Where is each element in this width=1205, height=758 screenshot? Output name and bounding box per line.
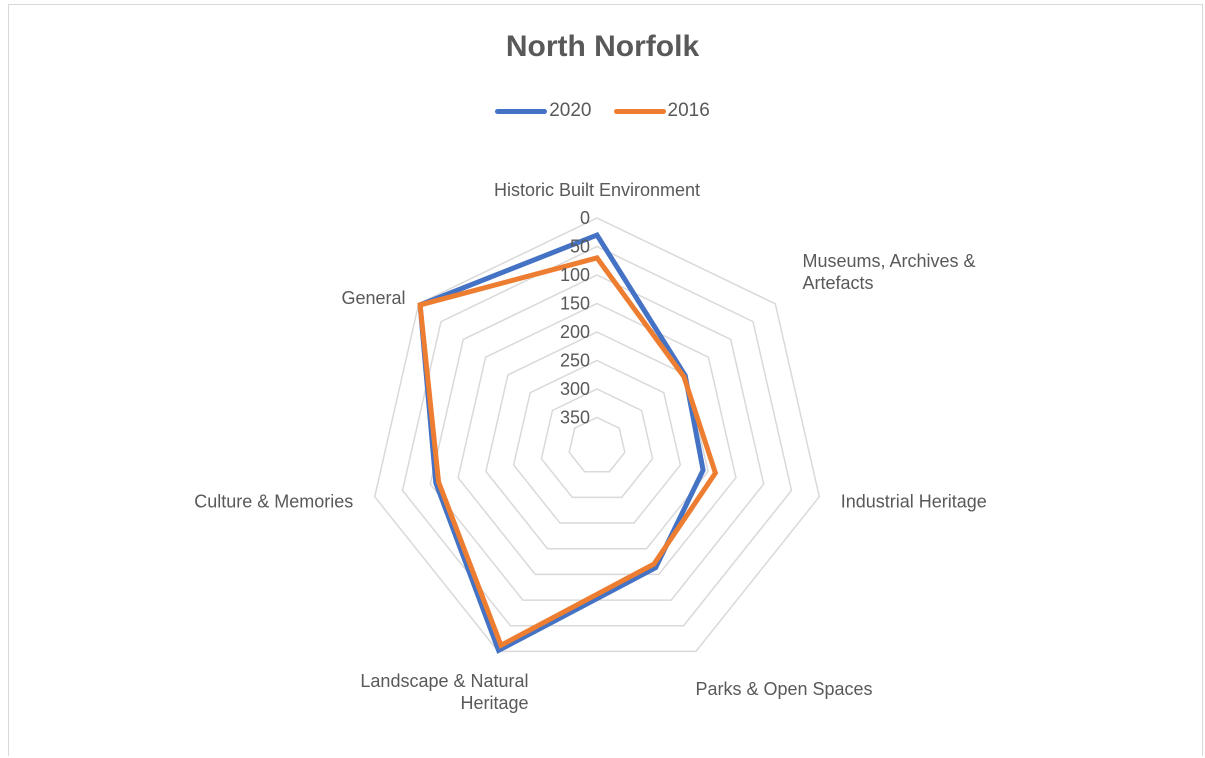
axis-label-5: Landscape & Natural Heritage bbox=[360, 671, 528, 713]
grid-ring-250 bbox=[512, 359, 682, 524]
grid-ring-50 bbox=[401, 245, 793, 627]
grid-ring-300 bbox=[540, 388, 654, 499]
series-line-2016 bbox=[417, 255, 719, 649]
axis-label-3: Industrial Heritage bbox=[841, 492, 987, 512]
legend-swatch-2020 bbox=[495, 108, 548, 114]
tick-label-0: 0 bbox=[580, 208, 590, 228]
grid-ring-100 bbox=[429, 274, 765, 601]
tick-label-350: 350 bbox=[560, 408, 590, 428]
axis-label-1: Historic Built Environment bbox=[494, 180, 700, 200]
axis-label-4: Parks & Open Spaces bbox=[695, 679, 872, 699]
legend-label-2016: 2016 bbox=[667, 100, 710, 121]
axis-label-2: Museums, Archives & Artefacts bbox=[802, 251, 975, 293]
tick-label-50: 50 bbox=[570, 237, 590, 257]
tick-label-100: 100 bbox=[560, 265, 590, 285]
tick-label-250: 250 bbox=[560, 351, 590, 371]
tick-label-300: 300 bbox=[560, 379, 590, 399]
chart-frame bbox=[8, 4, 1203, 756]
tick-label-150: 150 bbox=[560, 294, 590, 314]
chart-title: North Norfolk bbox=[505, 30, 700, 63]
grid-ring-150 bbox=[457, 302, 737, 576]
grid-ring-0 bbox=[373, 217, 821, 653]
axis-label-7: General bbox=[341, 288, 405, 308]
tick-label-200: 200 bbox=[560, 322, 590, 342]
legend-label-2020: 2020 bbox=[549, 100, 592, 121]
legend: 2020 2016 bbox=[0, 100, 1205, 122]
legend-item-2016: 2016 bbox=[613, 100, 710, 122]
grid-ring-350 bbox=[568, 416, 626, 473]
legend-item-2020: 2020 bbox=[495, 100, 592, 122]
axis-label-6: Culture & Memories bbox=[194, 492, 353, 512]
legend-swatch-2016 bbox=[613, 108, 666, 114]
